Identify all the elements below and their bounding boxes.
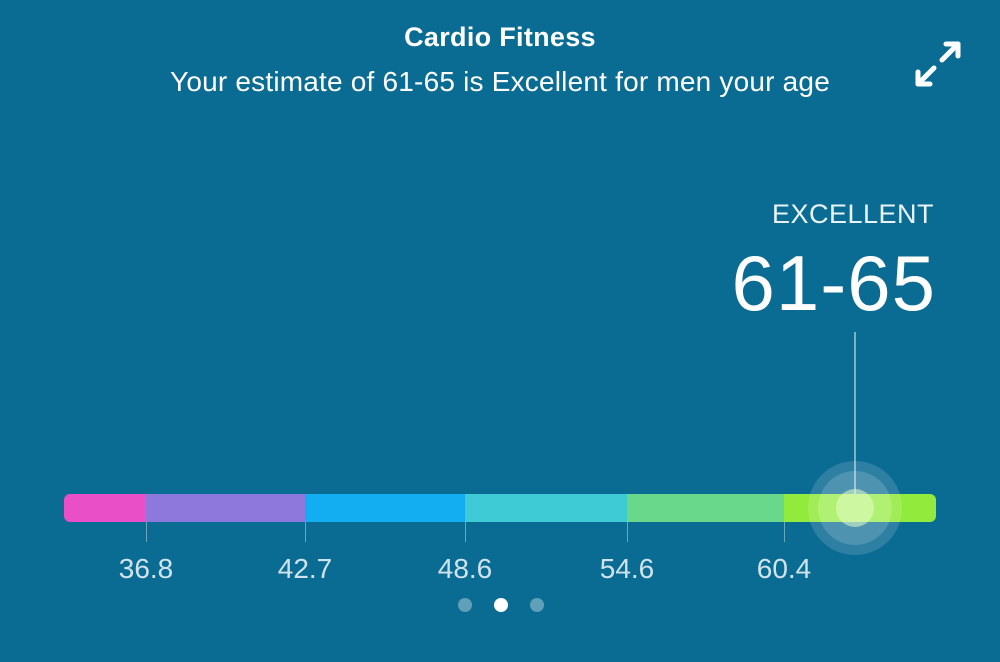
page-dot[interactable]: [530, 598, 544, 612]
page-subtitle: Your estimate of 61-65 is Excellent for …: [170, 66, 830, 97]
page-dot[interactable]: [494, 598, 508, 612]
page-indicator: [458, 598, 544, 612]
scale-segment-very-poor: [64, 494, 146, 522]
scale-segment-fair: [305, 494, 465, 522]
marker-pointer-line: [854, 332, 856, 502]
scale-tick: [465, 522, 466, 542]
scale-tick-label: 48.6: [437, 553, 493, 584]
fitness-scale-bar: [64, 494, 936, 522]
current-value-marker-dot: [836, 489, 874, 527]
page-title: Cardio Fitness: [404, 22, 596, 52]
scale-tick: [784, 522, 785, 542]
scale-segment-good: [627, 494, 784, 522]
rating-value: 61-65: [731, 239, 936, 327]
scale-tick: [146, 522, 147, 542]
scale-tick: [627, 522, 628, 542]
scale-tick-label: 42.7: [277, 553, 333, 584]
scale-segment-poor: [146, 494, 305, 522]
expand-arrows-icon[interactable]: [910, 36, 966, 92]
scale-segment-average: [465, 494, 627, 522]
rating-category-label: EXCELLENT: [771, 199, 934, 229]
page-dot[interactable]: [458, 598, 472, 612]
scale-tick-label: 36.8: [118, 553, 174, 584]
scale-tick: [305, 522, 306, 542]
scale-tick-label: 60.4: [756, 553, 812, 584]
scale-tick-label: 54.6: [599, 553, 655, 584]
